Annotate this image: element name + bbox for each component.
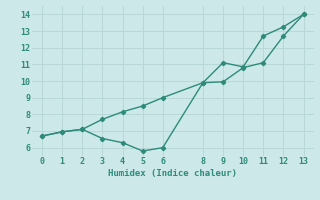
X-axis label: Humidex (Indice chaleur): Humidex (Indice chaleur) xyxy=(108,169,237,178)
